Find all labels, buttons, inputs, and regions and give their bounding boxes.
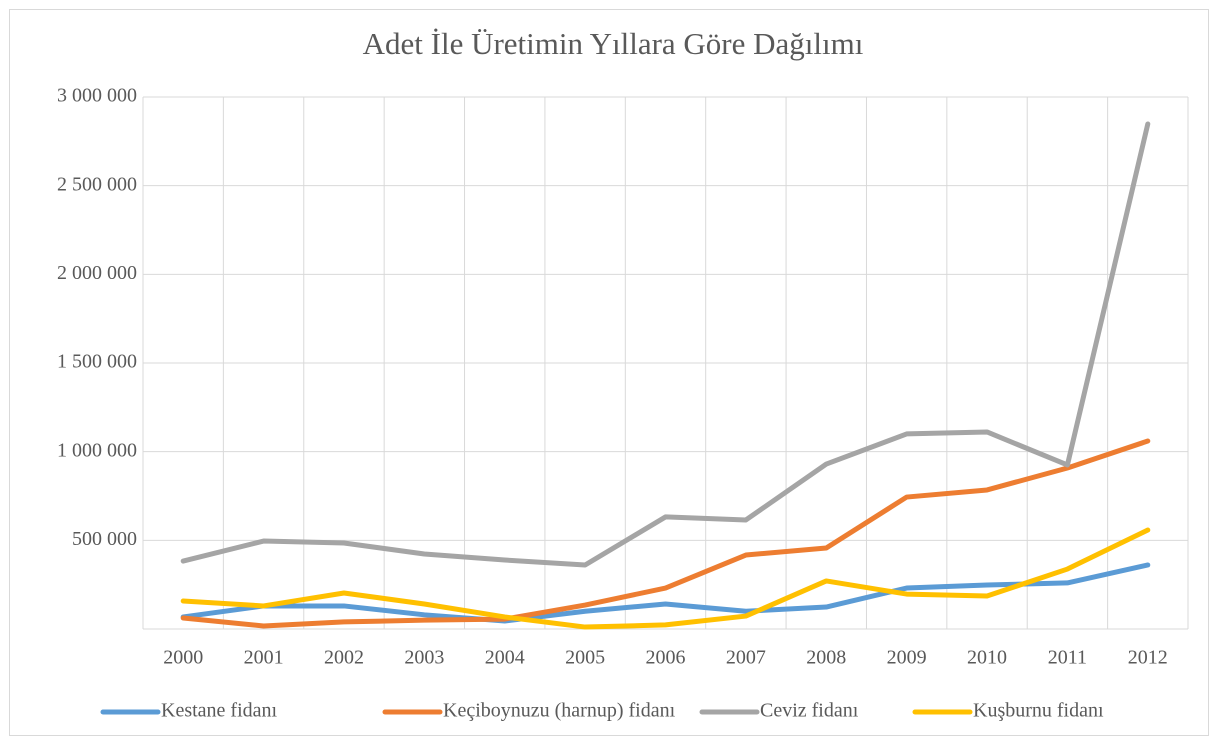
legend-label: Kuşburnu fidanı — [973, 700, 1104, 722]
x-tick-label: 2009 — [887, 647, 927, 669]
x-tick-label: 2001 — [244, 647, 284, 669]
y-tick-label: 3 000 000 — [57, 85, 137, 107]
x-tick-label: 2006 — [646, 647, 686, 669]
x-tick-label: 2004 — [485, 647, 525, 669]
series-line — [180, 121, 1151, 568]
x-tick-label: 2005 — [565, 647, 605, 669]
legend-label: Ceviz fidanı — [760, 700, 859, 722]
series-line — [180, 527, 1151, 630]
chart-title: Adet İle Üretimin Yıllara Göre Dağılımı — [363, 26, 864, 61]
x-tick-label: 2000 — [163, 647, 203, 669]
legend-label: Keçiboynuzu (harnup) fidanı — [443, 700, 676, 722]
x-tick-label: 2003 — [404, 647, 444, 669]
legend-label: Kestane fidanı — [161, 700, 278, 722]
x-tick-label: 2011 — [1048, 647, 1087, 669]
x-tick-label: 2010 — [967, 647, 1007, 669]
series-line — [180, 562, 1151, 624]
y-tick-label: 2 500 000 — [57, 173, 137, 195]
x-tick-label: 2012 — [1128, 647, 1168, 669]
x-tick-label: 2008 — [806, 647, 846, 669]
x-tick-label: 2002 — [324, 647, 364, 669]
y-tick-label: 2 000 000 — [57, 262, 137, 284]
y-tick-label: 1 500 000 — [57, 351, 137, 373]
y-tick-label: 500 000 — [72, 528, 137, 550]
series-line — [180, 438, 1151, 629]
y-tick-label: 1 000 000 — [57, 439, 137, 461]
x-tick-label: 2007 — [726, 647, 766, 669]
